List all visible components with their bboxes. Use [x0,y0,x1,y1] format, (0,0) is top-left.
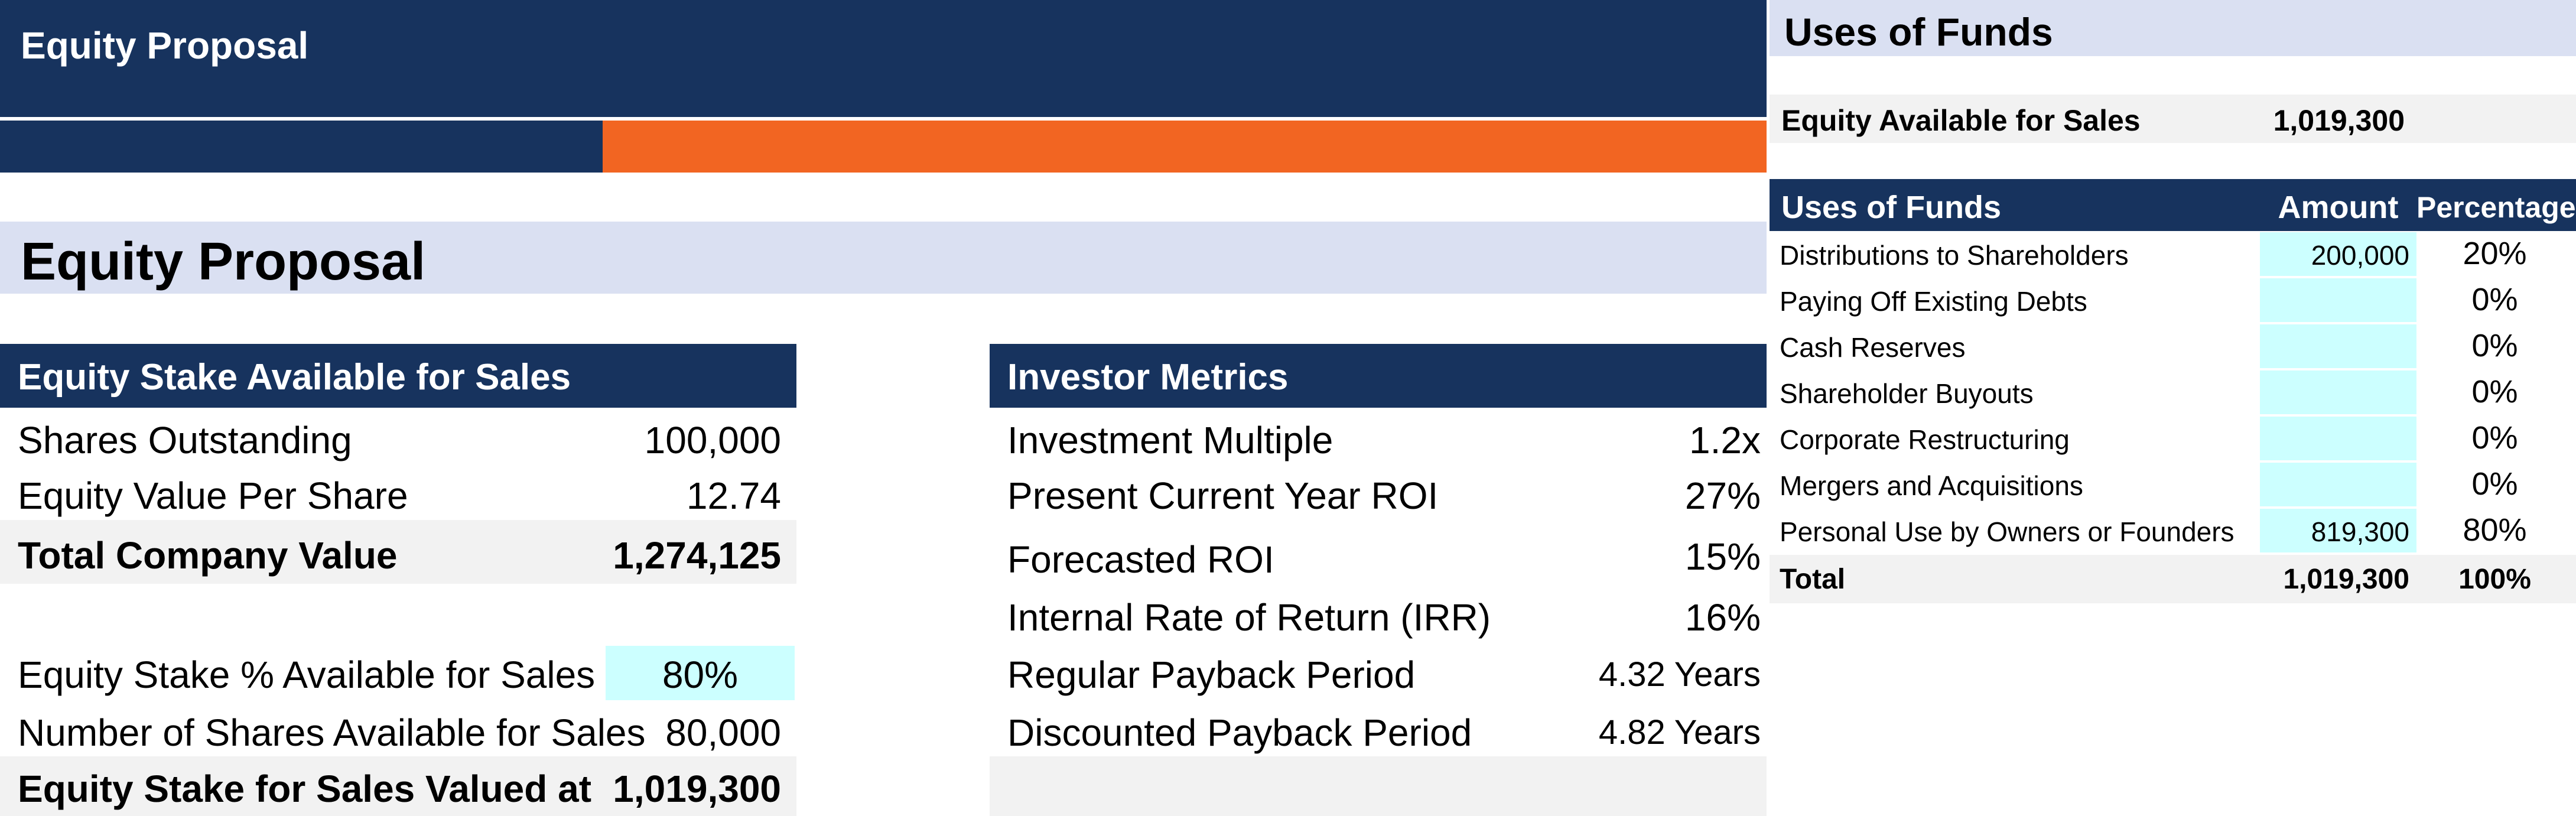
equity-stake-pct-input[interactable] [606,646,795,700]
metric-value: 15% [1684,535,1761,578]
uses-col-amount: Amount [2278,190,2399,225]
uses-col-percentage: Percentage [2416,191,2576,224]
metric-label: Discounted Payback Period [1007,711,1472,754]
uses-table-header [1770,179,2576,231]
section-title-band [0,222,1767,294]
uses-row-pct: 20% [2463,236,2527,271]
metric-label: Regular Payback Period [1007,654,1416,696]
uses-row-label: Distributions to Shareholders [1780,240,2129,271]
uses-row-label: Mergers and Acquisitions [1780,470,2083,501]
metric-label: Internal Rate of Return (IRR) [1007,596,1491,639]
equity-row-label: Total Company Value [18,534,398,577]
equity-stake-header [0,344,796,408]
equity-row-label: Equity Value Per Share [18,474,408,517]
banner [0,0,1767,117]
uses-row-amount: 200,000 [2311,240,2409,271]
equity-row-value: 1,019,300 [613,768,781,810]
uses-title: Uses of Funds [1784,10,2053,54]
uses-row-pct: 80% [2463,512,2527,548]
available-band [1770,95,2576,143]
uses-row-pct: 0% [2471,374,2518,409]
metric-value: 4.32 Years [1598,655,1761,694]
investor-metrics-header-label: Investor Metrics [1007,357,1289,398]
equity-row-value: 80% [662,654,739,696]
metric-label: Present Current Year ROI [1007,474,1439,517]
amount-input[interactable] [2260,509,2416,552]
banner-divider [0,117,1767,121]
uses-row-pct: 0% [2471,328,2518,363]
total-company-value-band [0,520,796,584]
uses-row-pct: 0% [2471,420,2518,456]
equity-row-label: Equity Stake for Sales Valued at [18,768,592,810]
uses-row-pct: 0% [2471,282,2518,317]
amount-input[interactable] [2260,370,2416,414]
amount-input[interactable] [2260,232,2416,276]
uses-col-label: Uses of Funds [1781,190,2002,225]
equity-row-value: 80,000 [665,711,781,754]
equity-row-label: Number of Shares Available for Sales [18,711,646,754]
uses-row-amount: 819,300 [2311,516,2409,547]
page-title: Equity Proposal [21,232,426,291]
equity-row-value: 1,274,125 [613,534,781,577]
uses-row-label: Paying Off Existing Debts [1780,286,2087,317]
metric-value: 27% [1684,474,1761,517]
metric-label: Investment Multiple [1007,419,1333,461]
uses-total-amount: 1,019,300 [2283,564,2409,595]
amount-input[interactable] [2260,463,2416,506]
available-value: 1,019,300 [2273,104,2405,137]
equity-row-value: 12.74 [686,474,781,517]
equity-row-value: 100,000 [644,419,781,461]
uses-row-label: Shareholder Buyouts [1780,378,2034,409]
uses-total-label: Total [1780,564,1846,595]
equity-row-label: Shares Outstanding [18,419,352,461]
metric-value: 16% [1684,596,1761,639]
uses-row-label: Corporate Restructuring [1780,424,2070,455]
metric-value: 1.2x [1689,419,1761,461]
amount-input[interactable] [2260,278,2416,322]
amount-input[interactable] [2260,417,2416,460]
uses-row-label: Personal Use by Owners or Founders [1780,516,2235,547]
uses-title-band [1770,0,2576,56]
equity-valued-band [0,756,796,816]
investor-metrics-header [990,344,1767,408]
metric-label: Forecasted ROI [1007,538,1274,581]
investor-metrics-footer-band [990,756,1767,816]
uses-total-band [1770,555,2576,603]
uses-row-pct: 0% [2471,466,2518,502]
uses-row-label: Cash Reserves [1780,332,1966,363]
metric-value: 4.82 Years [1598,713,1761,752]
equity-stake-header-label: Equity Stake Available for Sales [18,357,571,398]
banner-title: Equity Proposal [21,24,309,67]
amount-input[interactable] [2260,324,2416,368]
banner-stripe-orange [603,121,1767,173]
banner-stripe-navy [0,121,603,173]
equity-row-label: Equity Stake % Available for Sales [18,654,596,696]
uses-total-pct: 100% [2458,564,2531,595]
available-label: Equity Available for Sales [1781,104,2141,137]
